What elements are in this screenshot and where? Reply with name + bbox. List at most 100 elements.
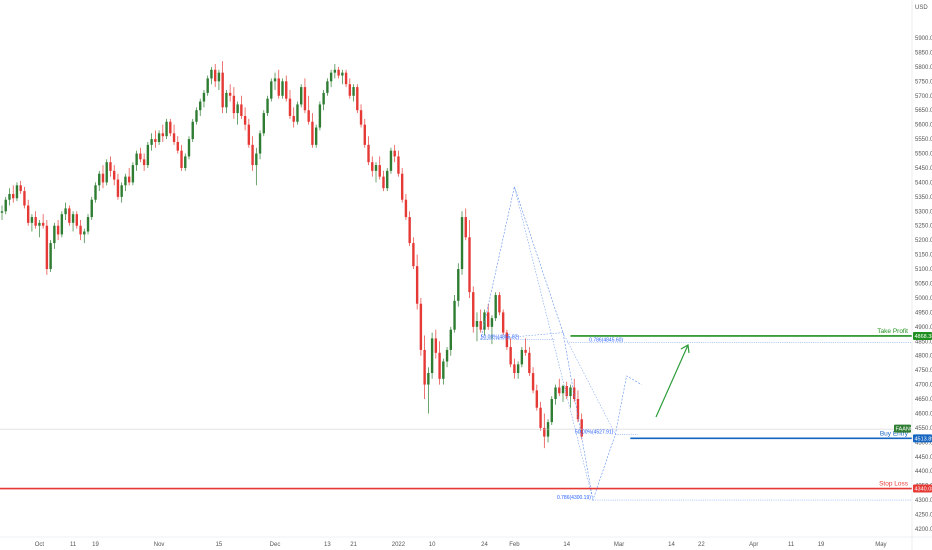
price-tick-label: 5450.00 xyxy=(915,166,932,172)
candle-body xyxy=(472,292,475,327)
candle-body xyxy=(550,399,553,423)
candle-body xyxy=(356,87,359,111)
candle-body xyxy=(520,349,524,365)
buy-entry-price-tag-text: 4513.89 xyxy=(915,436,932,442)
candle-body xyxy=(348,84,352,96)
price-tick-label: 4450.00 xyxy=(915,455,932,461)
fib-level-label: 0.786(4845.60) xyxy=(589,338,623,344)
price-tick-label: 5000.00 xyxy=(915,296,932,302)
projection-arrow xyxy=(655,344,689,418)
candle-body xyxy=(139,153,142,160)
candle-body xyxy=(68,208,71,223)
candle-body xyxy=(206,78,209,93)
candle-body xyxy=(341,72,344,76)
candle-body xyxy=(191,121,194,140)
candle-body xyxy=(445,349,449,362)
candle-body xyxy=(49,243,52,270)
candle-body xyxy=(202,92,206,102)
candle-body xyxy=(296,104,299,122)
candle-body xyxy=(240,104,243,116)
price-tick-label: 5100.00 xyxy=(915,267,932,273)
time-tick-label: 15 xyxy=(216,542,223,548)
time-tick-label: Mar xyxy=(614,542,624,548)
candle-body xyxy=(494,295,497,319)
candle-body xyxy=(34,217,37,226)
candle-body xyxy=(371,162,374,171)
time-tick-label: 19 xyxy=(818,542,825,548)
candle-body xyxy=(258,133,262,154)
fib-level-label: 0.786(4300.19) xyxy=(557,495,591,501)
stop-loss-label: Stop Loss xyxy=(879,481,909,488)
price-tick-label: 4250.00 xyxy=(915,513,932,519)
candle-body xyxy=(337,69,340,76)
candle-body xyxy=(565,386,568,397)
time-tick-label: 21 xyxy=(350,542,357,548)
candle-body xyxy=(232,95,236,114)
stop-loss-price-tag xyxy=(913,484,932,493)
candle-body xyxy=(225,92,228,108)
candle-body xyxy=(528,352,531,374)
candle-body xyxy=(0,211,4,213)
candle-body xyxy=(4,199,7,212)
candle-body xyxy=(113,170,116,180)
price-tick-label: 4650.00 xyxy=(915,397,932,403)
candle-body xyxy=(12,193,15,199)
candle-body xyxy=(19,185,22,192)
price-tick-label: 5300.00 xyxy=(915,209,932,215)
candle-body xyxy=(247,124,251,145)
candle-body xyxy=(135,153,138,166)
current-price-tag xyxy=(894,424,911,433)
candle-body xyxy=(363,124,366,145)
price-tick-label: 5650.00 xyxy=(915,108,932,114)
candle-body xyxy=(266,98,269,114)
candle-body xyxy=(509,347,512,365)
candle-body xyxy=(127,176,131,183)
candle-body xyxy=(236,104,239,114)
time-tick-label: 22 xyxy=(698,542,705,548)
candle-body xyxy=(79,225,82,235)
price-tick-label: 5150.00 xyxy=(915,253,932,259)
candle-body xyxy=(251,144,254,166)
candle-body xyxy=(483,312,486,330)
price-tick-label: 5050.00 xyxy=(915,282,932,288)
price-tick-label: 4550.00 xyxy=(915,426,932,432)
candle-body xyxy=(142,159,146,166)
price-tick-label: 5350.00 xyxy=(915,195,932,201)
currency-label: USD xyxy=(915,5,928,11)
candle-body xyxy=(322,92,325,105)
time-axis[interactable]: Oct 11 19 Nov 15 Dec 13 21 2022 10 24 Feb 14 Mar 14 22 A… xyxy=(0,536,932,548)
candle-body xyxy=(318,104,322,128)
candle-body xyxy=(75,214,78,226)
candle-body xyxy=(277,78,280,96)
candle-body xyxy=(397,156,400,174)
candle-body xyxy=(86,217,90,232)
candle-body xyxy=(83,231,86,235)
candle-body xyxy=(161,133,165,137)
candle-body xyxy=(561,386,565,394)
candle-body xyxy=(333,69,337,73)
price-tick-label: 5700.00 xyxy=(915,94,932,100)
candle-body xyxy=(311,121,314,145)
candle-body xyxy=(184,156,187,168)
candle-body xyxy=(116,179,120,197)
candle-body xyxy=(513,364,516,374)
candle-body xyxy=(543,427,546,437)
price-tick-label: 5900.00 xyxy=(915,36,932,42)
candle-body xyxy=(580,419,583,437)
time-tick-label: 10 xyxy=(429,542,436,548)
price-tick-label: 4600.00 xyxy=(915,411,932,417)
candle-body xyxy=(169,121,172,134)
time-tick-label: Apr xyxy=(749,542,758,548)
candle-body xyxy=(524,349,527,353)
candle-body xyxy=(165,121,168,137)
candle-body xyxy=(187,139,191,157)
candle-body xyxy=(303,87,307,111)
candle-body xyxy=(490,318,494,327)
candle-body xyxy=(94,185,97,200)
candle-body xyxy=(131,165,135,183)
price-axis[interactable]: USD 4200.004250.004300.004350.004400.004… xyxy=(911,0,932,550)
candle-body xyxy=(460,217,464,270)
candle-body xyxy=(408,217,411,244)
candle-body xyxy=(273,78,277,82)
